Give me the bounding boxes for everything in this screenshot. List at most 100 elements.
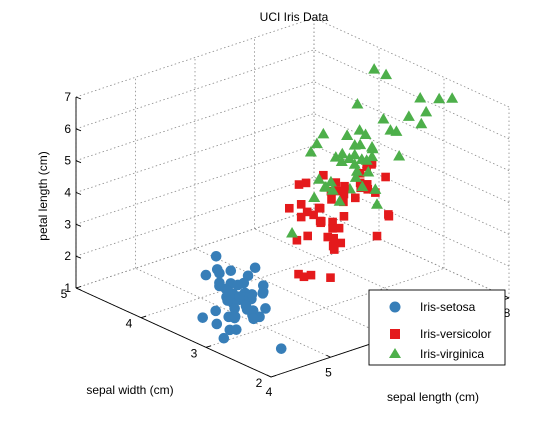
data-point-iris-setosa (275, 343, 287, 354)
data-point-iris-virginica (393, 150, 406, 161)
data-point-iris-setosa (225, 265, 237, 277)
data-point-iris-versicolor (329, 233, 338, 243)
data-point-iris-setosa (229, 311, 241, 322)
data-point-iris-virginica (369, 183, 382, 194)
x-axis-label: sepal length (cm) (387, 390, 479, 404)
y-tick-label: 5 (61, 287, 68, 301)
z-tick-label: 5 (64, 154, 71, 168)
x-tick-mark (504, 295, 510, 299)
data-point-iris-virginica (402, 110, 415, 121)
data-point-iris-virginica (326, 184, 339, 195)
grid-back-z (75, 81, 315, 162)
legend-marker-versicolor (390, 329, 400, 339)
data-point-iris-versicolor (299, 272, 309, 282)
data-point-iris-versicolor (309, 210, 318, 220)
grid-back-z (75, 176, 315, 257)
data-point-iris-versicolor (327, 195, 336, 204)
grid-side-z (313, 17, 510, 108)
z-tick-label: 3 (64, 217, 71, 231)
data-point-iris-versicolor (331, 178, 341, 187)
legend-box (368, 289, 506, 366)
data-point-iris-versicolor (294, 269, 303, 279)
data-point-iris-virginica (355, 153, 368, 164)
data-point-iris-versicolor (362, 162, 371, 171)
data-point-iris-versicolor (328, 217, 337, 227)
x-tick-label: 4 (266, 385, 273, 399)
data-point-iris-versicolor (334, 223, 344, 233)
z-tick-label: 4 (64, 186, 71, 200)
data-point-iris-versicolor (340, 181, 349, 191)
points-layer (197, 63, 459, 354)
data-point-iris-setosa (222, 295, 233, 306)
data-point-iris-virginica (286, 226, 299, 238)
z-tick-mark (75, 192, 82, 195)
data-point-iris-virginica (377, 113, 390, 124)
data-point-iris-virginica (348, 148, 361, 160)
grid-back-z (75, 113, 315, 193)
data-point-iris-setosa (232, 279, 244, 291)
data-point-iris-setosa (241, 304, 253, 315)
data-point-iris-versicolor (339, 197, 348, 207)
data-point-iris-versicolor (362, 180, 372, 189)
data-point-iris-virginica (351, 97, 364, 109)
data-point-iris-virginica (420, 105, 433, 117)
data-point-iris-setosa (248, 313, 259, 325)
x-tick-mark (326, 354, 331, 358)
z-tick-label: 7 (64, 90, 71, 104)
data-point-iris-virginica (320, 181, 333, 192)
data-point-iris-setosa (260, 303, 271, 314)
data-point-iris-setosa (249, 262, 261, 274)
data-point-iris-virginica (359, 128, 372, 140)
data-point-iris-virginica (313, 173, 326, 184)
data-point-iris-virginica (310, 137, 323, 149)
chart-title: UCI Iris Data (260, 10, 329, 24)
z-tick-mark (75, 96, 82, 100)
data-point-iris-versicolor (285, 203, 294, 213)
data-point-iris-setosa (200, 269, 212, 281)
z-tick-label: 1 (64, 281, 71, 295)
grid-back-z (75, 144, 315, 225)
data-point-iris-versicolor (296, 200, 306, 209)
data-point-iris-setosa (218, 332, 230, 344)
z-tick-mark (75, 287, 82, 291)
legend-label-versicolor: Iris-versicolor (420, 327, 491, 341)
data-point-iris-setosa (211, 318, 223, 330)
data-point-iris-virginica (348, 158, 361, 169)
data-point-iris-versicolor (363, 184, 373, 194)
x-tick-label: 5 (325, 365, 332, 379)
data-point-iris-virginica (350, 165, 363, 176)
data-point-iris-versicolor (351, 193, 360, 203)
data-point-iris-virginica (414, 91, 427, 103)
z-tick-mark (75, 255, 82, 259)
data-point-iris-versicolor (328, 224, 337, 233)
data-point-iris-versicolor (316, 217, 326, 226)
data-point-iris-virginica (336, 147, 349, 159)
data-point-iris-virginica (366, 142, 379, 154)
x-tick-mark (266, 374, 272, 378)
grid-back-z (75, 208, 315, 289)
y-axis-label: sepal width (cm) (86, 383, 173, 397)
grid-back-z (75, 49, 315, 130)
legend-label-virginica: Iris-virginica (420, 347, 484, 361)
data-point-iris-setosa (258, 286, 269, 298)
data-point-iris-virginica (384, 124, 397, 135)
data-point-iris-versicolor (323, 232, 333, 242)
data-point-iris-versicolor (339, 211, 349, 221)
data-point-iris-virginica (353, 124, 366, 135)
data-point-iris-setosa (229, 303, 240, 314)
data-point-iris-virginica (333, 195, 346, 206)
z-tick-label: 6 (64, 122, 71, 136)
data-point-iris-versicolor (301, 178, 311, 188)
data-point-iris-setosa (246, 289, 258, 300)
data-point-iris-virginica (415, 117, 428, 129)
data-point-iris-setosa (231, 324, 242, 335)
y-tick-label: 3 (191, 346, 198, 360)
data-point-iris-virginica (308, 191, 321, 203)
y-tick-mark (270, 375, 277, 378)
grid-side-z (313, 208, 510, 299)
data-point-iris-virginica (371, 198, 383, 209)
data-point-iris-virginica (335, 155, 348, 167)
data-point-iris-versicolor (326, 273, 335, 282)
